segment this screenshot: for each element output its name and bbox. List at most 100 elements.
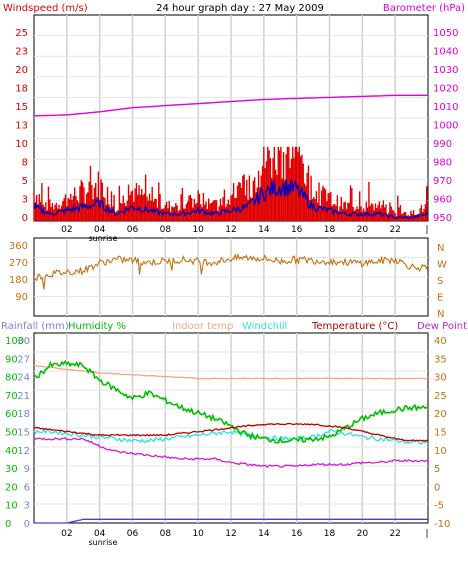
bottom-hour-label: 22 (389, 529, 400, 539)
wind-direction-tick-label: 360 (9, 241, 28, 252)
barometer-tick-label: 950 (433, 213, 452, 224)
humidity-tick-label: 100 (5, 336, 24, 347)
temperature-line (34, 422, 429, 442)
humidity-tick-label: 30 (5, 464, 18, 475)
temperature-axis-label: Temperature (°C) (311, 321, 398, 332)
windspeed-tick-label: 25 (15, 28, 28, 39)
barometer-line (33, 94, 428, 117)
temperature-tick-label: 5 (434, 464, 440, 475)
bottom-hour-label: 20 (357, 529, 369, 539)
temperature-tick-label: -10 (434, 519, 450, 530)
windspeed-tick-label: 20 (15, 65, 28, 76)
bottom-hour-label: 06 (127, 529, 139, 539)
humidity-axis-label: Humidity % (68, 321, 126, 332)
bottom-hour-label: 08 (160, 529, 172, 539)
bottom-hour-label: 04 (94, 529, 106, 539)
temperature-tick-label: 20 (434, 409, 447, 420)
windspeed-tick-label: 15 (15, 102, 28, 113)
rainfall-axis-label: Rainfall (mm) (1, 321, 69, 332)
top-hour-label: 08 (160, 225, 172, 235)
compass-tick-label: E (437, 293, 443, 304)
barometer-tick-label: 1040 (433, 47, 458, 58)
compass-tick-label: N (437, 243, 444, 254)
rainfall-tick-label: 9 (24, 464, 30, 475)
barometer-tick-label: 990 (433, 139, 452, 150)
windspeed-axis-label: Windspeed (m/s) (3, 3, 88, 14)
humidity-tick-label: 70 (5, 391, 18, 402)
barometer-tick-label: 980 (433, 158, 452, 169)
bottom-hour-label: 02 (61, 529, 72, 539)
top-hour-label: 10 (192, 225, 204, 235)
top-hour-label: 20 (357, 225, 369, 235)
barometer-tick-label: 1050 (433, 28, 458, 39)
temperature-tick-label: 30 (434, 373, 447, 384)
top-hour-label: 14 (258, 225, 270, 235)
rainfall-tick-label: 15 (17, 428, 30, 439)
top-hour-label: 22 (389, 225, 400, 235)
temperature-tick-label: 15 (434, 428, 447, 439)
windspeed-tick-label: 10 (15, 139, 28, 150)
humidity-tick-label: 80 (5, 373, 18, 384)
rainfall-tick-label: 6 (24, 482, 30, 493)
windspeed-tick-label: 8 (22, 158, 28, 169)
bottom-hour-label: 14 (258, 529, 270, 539)
top-hour-label: 04 (94, 225, 106, 235)
windchill-label: Windchill (242, 321, 287, 332)
bottom-sunrise-label: sunrise (88, 538, 117, 547)
bottom-hour-label: 12 (225, 529, 236, 539)
humidity-tick-label: 20 (5, 482, 18, 493)
temperature-tick-label: 10 (434, 446, 447, 457)
humidity-tick-label: 90 (5, 354, 18, 365)
temperature-tick-label: 0 (434, 482, 440, 493)
top-hour-label: 02 (61, 225, 72, 235)
rainfall-line (34, 518, 428, 524)
rainfall-tick-label: 0 (24, 519, 30, 530)
top-hour-label: 06 (127, 225, 139, 235)
windspeed-tick-label: 0 (22, 213, 28, 224)
humidity-tick-label: 10 (5, 501, 18, 512)
indoor-temp-label: Indoor temp (172, 321, 233, 332)
barometer-tick-label: 960 (433, 195, 452, 206)
humidity-tick-label: 40 (5, 446, 18, 457)
compass-tick-label: W (437, 260, 447, 271)
windspeed-tick-label: 13 (15, 121, 28, 132)
barometer-axis-label: Barometer (hPa) (383, 3, 465, 14)
barometer-tick-label: 1030 (433, 65, 458, 76)
top-end-mark: | (425, 225, 428, 235)
compass-tick-label: N (437, 309, 444, 320)
temperature-tick-label: 35 (434, 354, 447, 365)
bottom-hour-label: 16 (291, 529, 303, 539)
bottom-end-mark: | (425, 529, 428, 539)
rainfall-tick-label: 3 (24, 501, 30, 512)
top-hour-label: 12 (225, 225, 236, 235)
windspeed-tick-label: 3 (22, 195, 28, 206)
top-hour-label: 18 (324, 225, 336, 235)
barometer-tick-label: 1000 (433, 121, 458, 132)
barometer-tick-label: 1020 (433, 84, 458, 95)
indoor-temp-line (33, 364, 429, 380)
wind-direction-tick-label: 90 (15, 292, 28, 303)
compass-tick-label: S (437, 276, 443, 287)
top-sunrise-label: sunrise (88, 234, 117, 243)
windspeed-tick-label: 5 (22, 176, 28, 187)
wind-direction-tick-label: 270 (9, 258, 28, 269)
barometer-tick-label: 970 (433, 176, 452, 187)
humidity-tick-label: 0 (5, 519, 11, 530)
temperature-tick-label: -5 (434, 501, 444, 512)
bottom-hour-label: 10 (192, 529, 204, 539)
top-hour-label: 16 (291, 225, 303, 235)
rainfall-tick-label: 30 (17, 336, 30, 347)
humidity-tick-label: 60 (5, 409, 18, 420)
bottom-hour-label: 18 (324, 529, 336, 539)
temperature-tick-label: 25 (434, 391, 447, 402)
rainfall-tick-label: 18 (17, 409, 30, 420)
humidity-line (34, 359, 429, 444)
dewpoint-label: Dew Point (417, 321, 467, 332)
rainfall-tick-label: 27 (17, 354, 30, 365)
graph-title: 24 hour graph day : 27 May 2009 (156, 3, 324, 14)
dewpoint-line (33, 437, 429, 469)
wind-direction-tick-label: 180 (9, 275, 28, 286)
temperature-tick-label: 40 (434, 336, 447, 347)
